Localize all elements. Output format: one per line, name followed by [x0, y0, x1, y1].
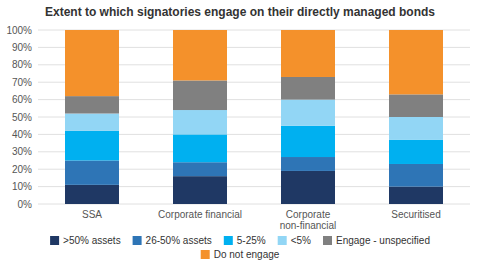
y-tick-label: 60% [12, 94, 32, 105]
bars [65, 30, 443, 204]
y-tick-label: 30% [12, 146, 32, 157]
legend-label: 26-50% assets [146, 235, 212, 246]
bar-segment [65, 131, 119, 161]
legend-item: >50% assets [50, 235, 121, 246]
bar-segment [281, 157, 335, 171]
background [0, 0, 480, 266]
legend-label: <5% [291, 235, 311, 246]
legend-item: Engage - unspecified [323, 235, 430, 246]
bar-segment [65, 185, 119, 204]
x-tick-label: Corporatenon-financial [280, 209, 337, 231]
legend-swatch [50, 236, 59, 245]
y-tick-label: 10% [12, 181, 32, 192]
bar-segment [173, 30, 227, 80]
y-tick-label: 70% [12, 77, 32, 88]
bar-segment [389, 94, 443, 117]
bar-segment [173, 80, 227, 110]
y-tick-label: 20% [12, 164, 32, 175]
legend-label: Do not engage [214, 249, 280, 260]
bar-segment [389, 117, 443, 140]
bar-segment [389, 187, 443, 204]
y-tick-label: 0% [18, 199, 33, 210]
legend-label: >50% assets [63, 235, 121, 246]
x-tick-label: Corporate financial [158, 209, 242, 220]
legend-swatch [133, 236, 142, 245]
bar-segment [65, 114, 119, 131]
x-tick-label: Securitised [391, 209, 440, 220]
bar-segment [389, 140, 443, 164]
y-tick-label: 90% [12, 42, 32, 53]
y-tick-label: 80% [12, 59, 32, 70]
legend-item: 5-25% [224, 235, 266, 246]
x-axis: SSA Corporate financial Corporatenon-finan… [82, 209, 441, 231]
bar-segment [281, 100, 335, 126]
y-axis: 0% 10% 20% 30% 40% 50% 60% 70% 80% 90% 100% [6, 25, 470, 210]
bar-segment [173, 134, 227, 162]
y-tick-label: 50% [12, 112, 32, 123]
bar-segment [65, 30, 119, 96]
x-tick-label: SSA [82, 209, 102, 220]
legend-item: 26-50% assets [133, 235, 212, 246]
legend-item: Do not engage [201, 249, 280, 260]
y-tick-label: 100% [6, 25, 32, 36]
title: Extent to which signatories engage on th… [45, 5, 435, 19]
legend-swatch [224, 236, 233, 245]
bar-segment [281, 77, 335, 100]
bar-segment [281, 126, 335, 157]
page: {"chart_data": { "type": "bar", "title":… [0, 0, 480, 266]
bar-segment [65, 161, 119, 185]
legend-item: <5% [278, 235, 311, 246]
bar-segment [173, 162, 227, 176]
bar-segment [173, 110, 227, 134]
legend-label: Engage - unspecified [336, 235, 430, 246]
chart: Extent to which signatories engage on th… [0, 0, 480, 266]
bar-segment [389, 30, 443, 94]
bar-segment [389, 164, 443, 187]
legend-label: 5-25% [237, 235, 266, 246]
bar-segment [281, 171, 335, 204]
bar-segment [65, 96, 119, 113]
y-tick-label: 40% [12, 129, 32, 140]
legend-swatch [278, 236, 287, 245]
bar-segment [173, 176, 227, 204]
legend-swatch [201, 250, 210, 259]
legend: >50% assets 26-50% assets 5-25% <5% Engage -… [50, 235, 430, 260]
legend-swatch [323, 236, 332, 245]
bar-segment [281, 30, 335, 77]
